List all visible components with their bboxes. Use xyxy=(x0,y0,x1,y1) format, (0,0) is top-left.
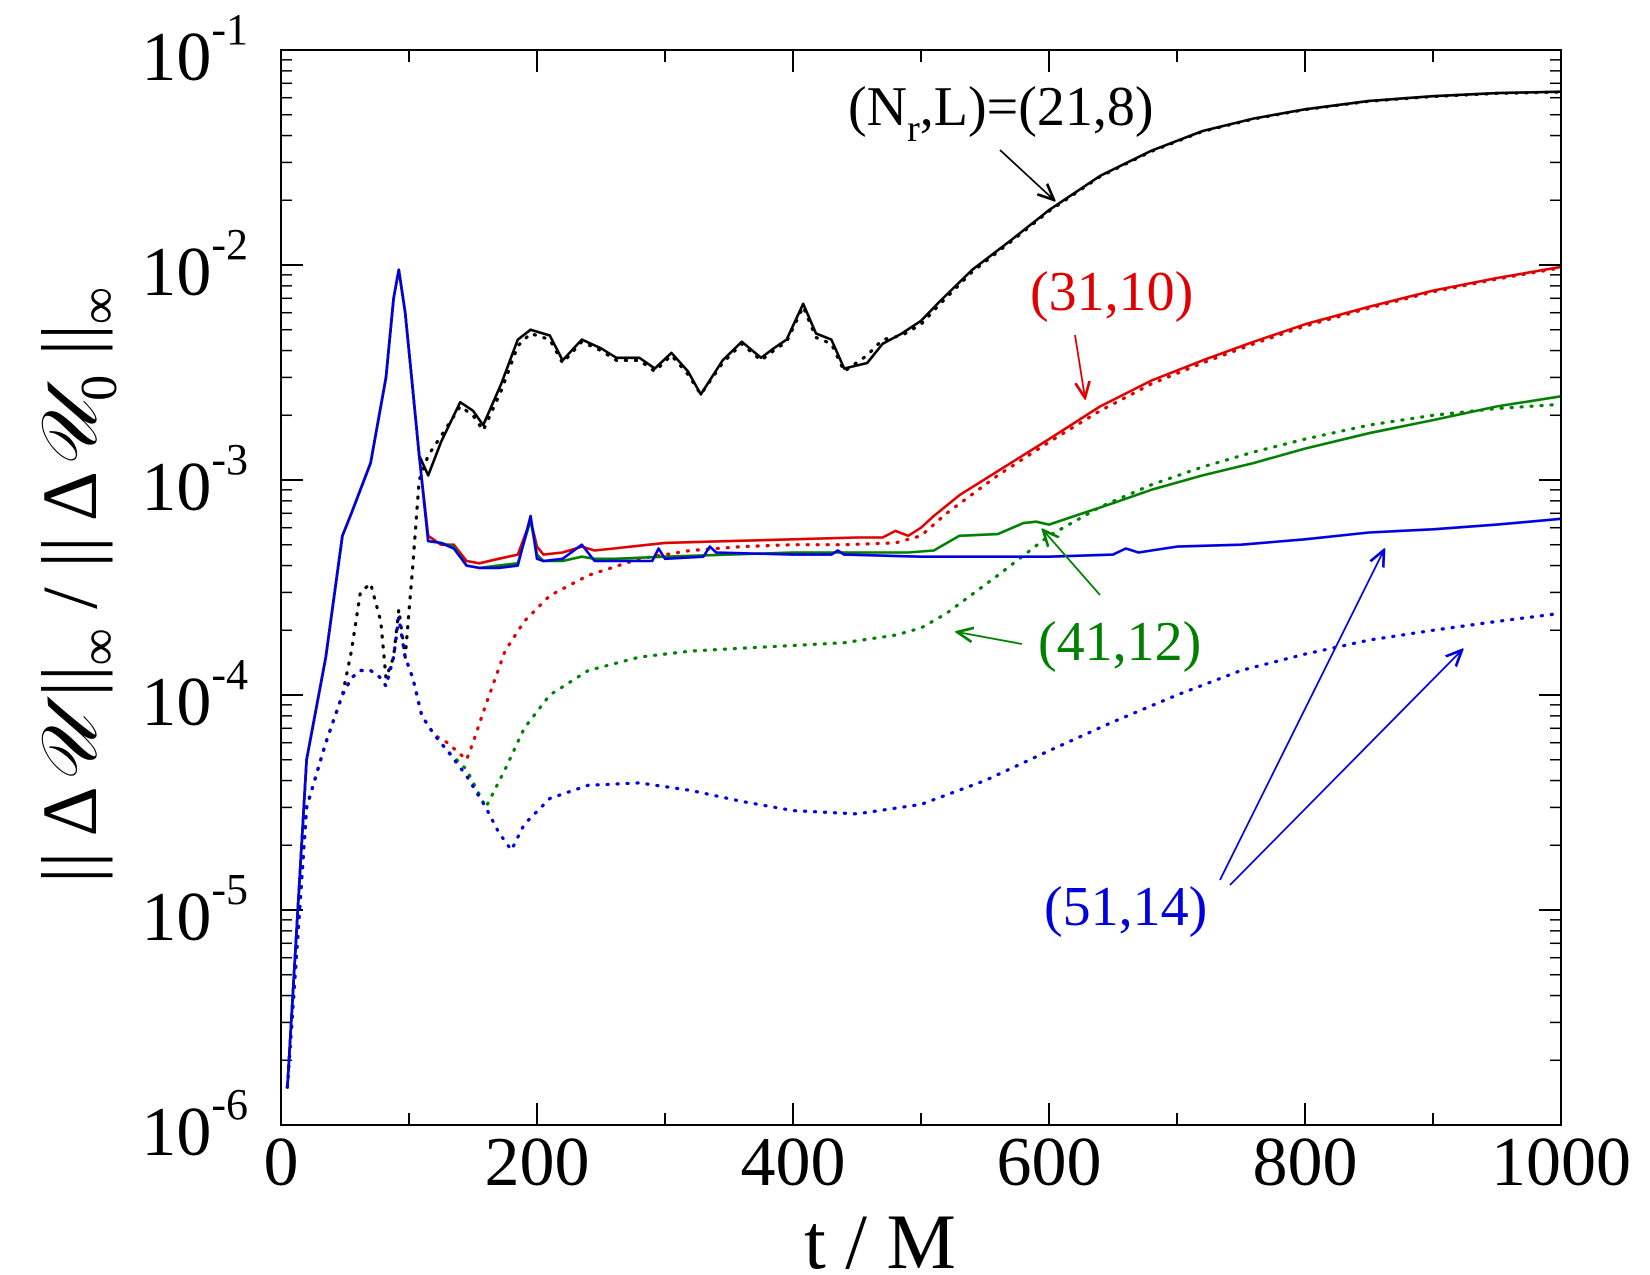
y-label-part-4: ∞ xyxy=(71,628,128,665)
y-label-part-3: || xyxy=(26,665,113,716)
axis-ticks xyxy=(280,49,1562,1126)
series-line-s41_12_solid xyxy=(286,268,1561,1089)
x-tick-label: 400 xyxy=(741,1124,846,1201)
y-tick-label: 10-1 xyxy=(141,5,248,96)
annotation-51-14-arrow-1 xyxy=(1219,550,1384,881)
annotation-51-14: (51,14) xyxy=(1044,876,1207,938)
y-tick-label-base: 10 xyxy=(141,234,211,311)
y-tick-label-exponent: -6 xyxy=(211,1080,248,1129)
x-tick-label: 800 xyxy=(1253,1124,1358,1201)
y-tick-label-base: 10 xyxy=(141,664,211,741)
annotation-21-8-part-3: ,L)=(21,8) xyxy=(920,76,1154,138)
y-tick-label: 10-3 xyxy=(141,435,248,526)
y-label-part-1: || Δ xyxy=(26,786,113,883)
tick-labels: 0 200 400 600 800 100010-610-510-410-310-210-… xyxy=(141,5,1631,1201)
series-line-s31_10_dotted xyxy=(285,266,1561,1089)
annotation-21-8: (Nr,L)=(21,8) xyxy=(848,76,1153,150)
series-line-s21_8_dotted xyxy=(285,90,1561,1089)
x-axis-label: t / M xyxy=(804,1198,956,1275)
annotation-21-8-part-1: (N xyxy=(848,76,907,138)
y-label-part-8: || xyxy=(26,324,113,375)
series-line-s31_10_solid xyxy=(286,265,1561,1089)
series-lines xyxy=(285,90,1561,1089)
series-line-s51_14_dotted xyxy=(285,611,1561,1089)
y-label-part-7: 0 xyxy=(71,375,128,401)
annotation-21-8-arrow xyxy=(999,149,1054,200)
x-tick-label: 600 xyxy=(997,1124,1102,1201)
y-tick-label: 10-5 xyxy=(141,865,248,956)
y-tick-label-exponent: -4 xyxy=(211,650,248,699)
y-tick-label-base: 10 xyxy=(141,1094,211,1171)
y-tick-label-base: 10 xyxy=(141,19,211,96)
y-tick-label-exponent: -3 xyxy=(211,435,248,484)
annotation-41-12: (41,12) xyxy=(1038,611,1201,673)
y-tick-label-base: 10 xyxy=(141,449,211,526)
series-line-s21_8_solid xyxy=(286,90,1561,1089)
x-tick-label: 200 xyxy=(485,1124,590,1201)
y-tick-label: 10-6 xyxy=(141,1080,248,1171)
annotation-31-10: (31,10) xyxy=(1030,261,1193,323)
y-axis-label: || Δ𝒰 ||∞ / || Δ𝒰0 ||∞ xyxy=(26,287,128,883)
y-tick-label-exponent: -2 xyxy=(211,220,248,269)
annotation-41-12-arrow-1 xyxy=(1043,530,1101,596)
annotation-41-12-arrow-2 xyxy=(957,632,1023,645)
x-tick-label: 0 xyxy=(264,1124,299,1201)
annotation-31-10-arrow xyxy=(1074,334,1085,398)
plot-frame xyxy=(280,49,1562,1126)
y-tick-label-exponent: -1 xyxy=(211,5,248,54)
y-tick-label-base: 10 xyxy=(141,879,211,956)
y-tick-label: 10-4 xyxy=(141,650,248,741)
series-line-s41_12_dotted xyxy=(285,402,1561,1089)
y-label-part-9: ∞ xyxy=(71,287,128,324)
annotation-21-8-part-2: r xyxy=(907,108,920,150)
y-tick-label-exponent: -5 xyxy=(211,865,248,914)
series-line-s51_14_solid xyxy=(286,268,1561,1089)
y-label-part-5: / || Δ xyxy=(26,471,113,628)
y-tick-label: 10-2 xyxy=(141,220,248,311)
x-tick-label: 1000 xyxy=(1491,1124,1631,1201)
annotation-51-14-arrow-2 xyxy=(1229,650,1462,886)
